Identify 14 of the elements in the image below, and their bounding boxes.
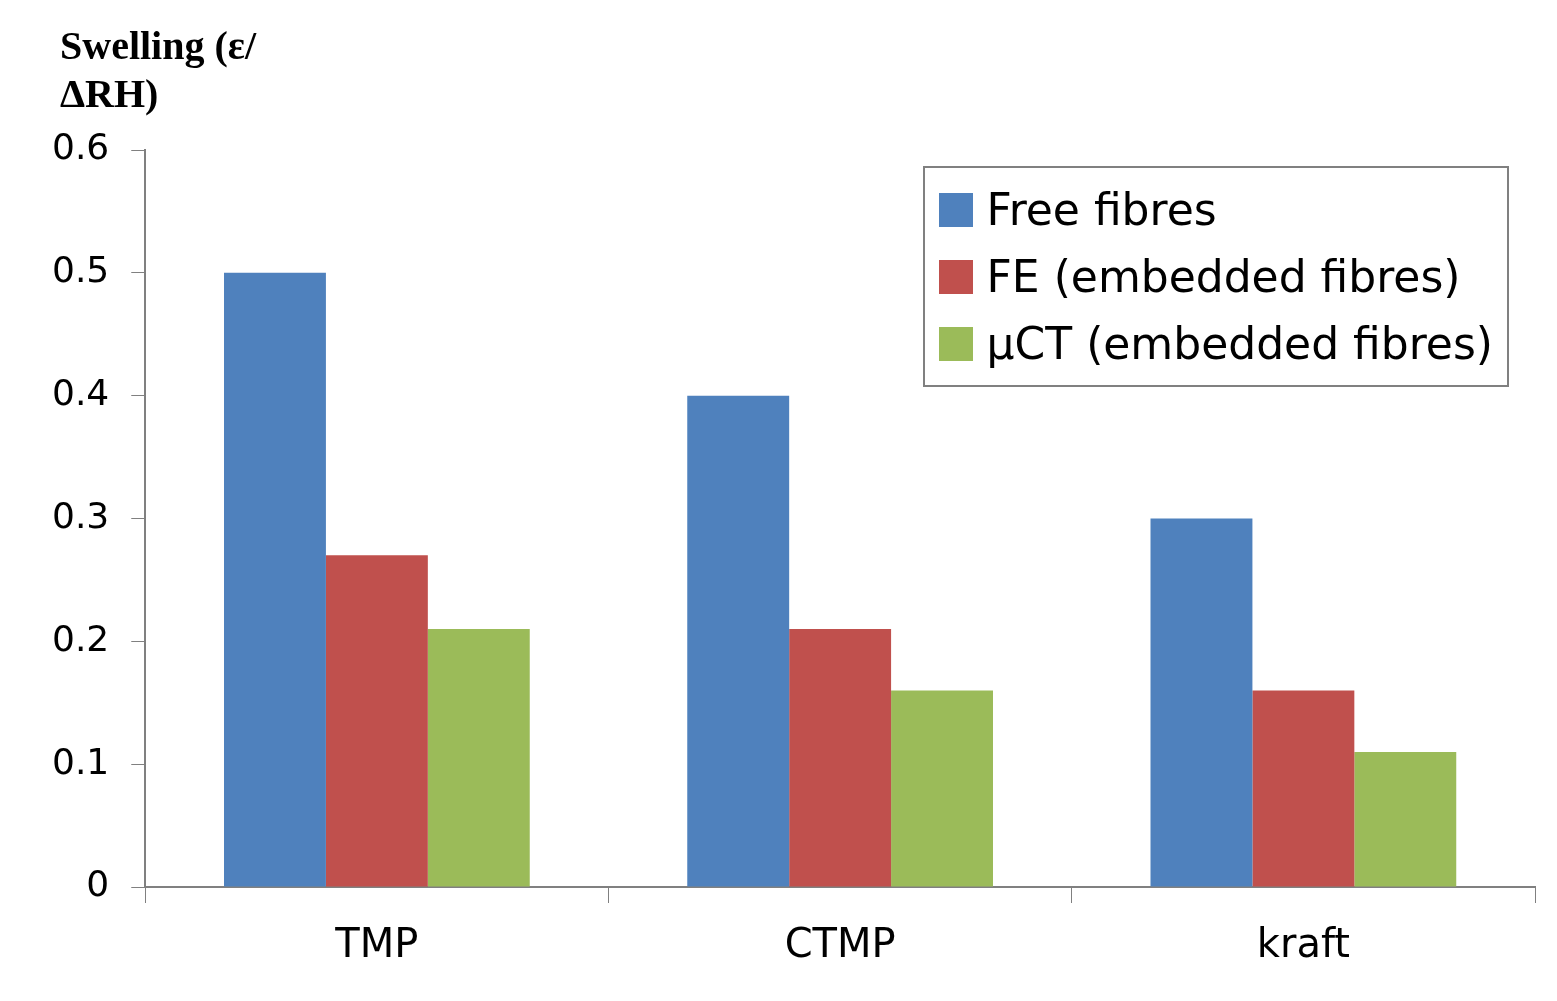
legend-label: µCT (embedded fibres) [986, 318, 1493, 369]
x-tick-label: TMP [334, 920, 419, 967]
y-tick-label: 0.4 [51, 372, 110, 414]
y-tick-label: 0.6 [51, 126, 110, 168]
legend-label: FE (embedded fibres) [986, 251, 1461, 302]
y-tick-label: 0.5 [51, 249, 110, 291]
x-tick-label: CTMP [784, 920, 896, 967]
legend-label: Free fibres [986, 184, 1217, 235]
y-tick-label: 0.3 [51, 494, 110, 536]
y-tick-label: 0.2 [51, 617, 110, 659]
y-tick-label: 0 [86, 863, 110, 905]
y-tick-label: 0.1 [51, 740, 110, 782]
x-tick-label: kraft [1256, 920, 1350, 967]
y-axis-title: Swelling (ε/ΔRH) [60, 22, 258, 118]
